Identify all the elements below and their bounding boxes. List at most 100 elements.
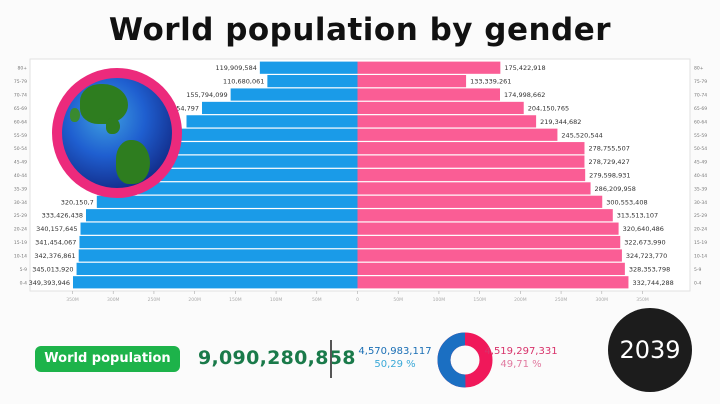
bar-female-5-9 [357,262,625,275]
age-label-left-20-24: 20-24 [14,227,27,233]
label-female-50-54: 278,755,507 [588,145,629,153]
label-female-20-24: 320,640,486 [623,225,664,233]
bar-male-60-64 [186,115,358,128]
age-label-right-80+: 80+ [694,66,704,72]
age-label-right-50-54: 50-54 [694,146,707,152]
age-label-right-15-19: 15-19 [694,240,707,246]
bar-male-10-14 [78,249,358,262]
x-tick-label: 100M [270,297,283,303]
age-label-left-75-79: 75-79 [14,79,27,85]
age-label-right-55-59: 55-59 [694,133,707,139]
label-female-5-9: 328,353,798 [629,265,670,273]
label-male-70-74: 155,794,099 [186,91,227,99]
label-male-0-4: 349,393,946 [29,279,70,287]
label-female-15-19: 322,673,990 [624,239,665,247]
label-male-20-24: 340,157,645 [36,225,77,233]
age-label-left-70-74: 70-74 [14,93,27,99]
x-tick-label: 150M [229,297,242,303]
x-tick-label: 300M [596,297,609,303]
age-label-right-20-24: 20-24 [694,227,707,233]
label-female-60-64: 219,344,682 [540,118,581,126]
bar-male-80+ [259,61,358,74]
age-label-right-30-34: 30-34 [694,200,707,206]
age-label-right-10-14: 10-14 [694,253,707,259]
label-female-35-39: 286,209,958 [595,185,636,193]
bar-female-15-19 [357,235,621,249]
bar-female-0-4 [357,276,629,289]
label-female-80+: 175,422,918 [504,64,545,72]
x-tick-label: 150M [473,297,486,303]
age-label-left-10-14: 10-14 [14,253,27,259]
divider [330,340,332,378]
age-label-left-35-39: 35-39 [14,186,27,192]
bar-female-55-59 [357,128,558,141]
age-label-right-60-64: 60-64 [694,119,707,125]
globe-icon [52,68,182,198]
bar-female-50-54 [357,142,585,155]
bar-female-75-79 [357,75,467,88]
x-tick-label: 350M [66,297,79,303]
age-label-left-45-49: 45-49 [14,160,27,166]
age-label-right-65-69: 65-69 [694,106,707,112]
bar-female-25-29 [357,209,613,222]
bar-male-25-29 [85,209,358,222]
bar-male-45-49 [133,155,358,168]
female-stat: 4,519,297,331 49,71 % [481,346,561,370]
label-female-25-29: 313,513,107 [617,212,658,220]
label-female-75-79: 133,339,261 [470,78,511,86]
bar-male-65-69 [202,101,358,115]
label-female-40-44: 279,598,931 [589,172,630,180]
bar-male-35-39 [119,182,358,195]
female-percent: 49,71 % [500,359,542,370]
year-badge: 2039 [608,308,692,392]
bar-male-50-54 [139,142,358,155]
age-label-left-40-44: 40-44 [14,173,27,179]
bar-female-80+ [357,61,501,74]
age-label-left-25-29: 25-29 [14,213,27,219]
age-label-left-50-54: 50-54 [14,146,27,152]
female-total: 4,519,297,331 [484,346,558,357]
label-male-15-19: 341,454,067 [35,239,76,247]
age-label-left-80+: 80+ [18,66,28,72]
label-female-30-34: 300,553,408 [606,198,647,206]
chart-title: World population by gender [108,12,612,48]
age-label-right-40-44: 40-44 [694,173,707,179]
bar-male-20-24 [80,222,358,235]
label-male-10-14: 342,376,861 [34,252,75,260]
age-label-left-15-19: 15-19 [14,240,27,246]
label-female-0-4: 332,744,288 [632,279,673,287]
donut-male-slice [437,332,466,388]
bar-male-75-79 [267,75,358,88]
age-label-right-70-74: 70-74 [694,93,707,99]
bar-male-30-34 [96,195,358,208]
x-tick-label: 350M [636,297,649,303]
age-label-left-5-9: 5-9 [20,267,27,273]
bar-male-15-19 [79,235,358,249]
age-label-left-60-64: 60-64 [14,119,27,125]
age-label-left-65-69: 65-69 [14,106,27,112]
x-tick-label: 50M [393,297,403,303]
bar-female-40-44 [357,168,586,182]
bar-female-30-34 [357,195,603,208]
bar-male-5-9 [76,262,358,275]
age-label-right-0-4: 0-4 [694,280,701,286]
label-female-65-69: 204,150,765 [528,104,569,112]
x-tick-label: 300M [107,297,120,303]
bar-male-55-59 [162,128,358,141]
bar-female-45-49 [357,155,585,168]
age-label-right-25-29: 25-29 [694,213,707,219]
age-label-right-75-79: 75-79 [694,79,707,85]
label-male-65-69: 954,797 [172,104,199,112]
label-female-10-14: 324,723,770 [626,252,667,260]
bar-female-65-69 [357,101,524,115]
x-tick-label: 250M [148,297,161,303]
label-male-5-9: 345,013,920 [32,265,73,273]
world-population-total: 9,090,280,858 [198,347,356,369]
age-label-left-0-4: 0-4 [20,280,27,286]
x-tick-label: 200M [188,297,201,303]
x-tick-label: 250M [555,297,568,303]
label-male-25-29: 333,426,438 [42,212,83,220]
male-total: 4,570,983,117 [358,346,432,357]
age-label-right-5-9: 5-9 [694,267,701,273]
x-tick-label: 50M [312,297,322,303]
